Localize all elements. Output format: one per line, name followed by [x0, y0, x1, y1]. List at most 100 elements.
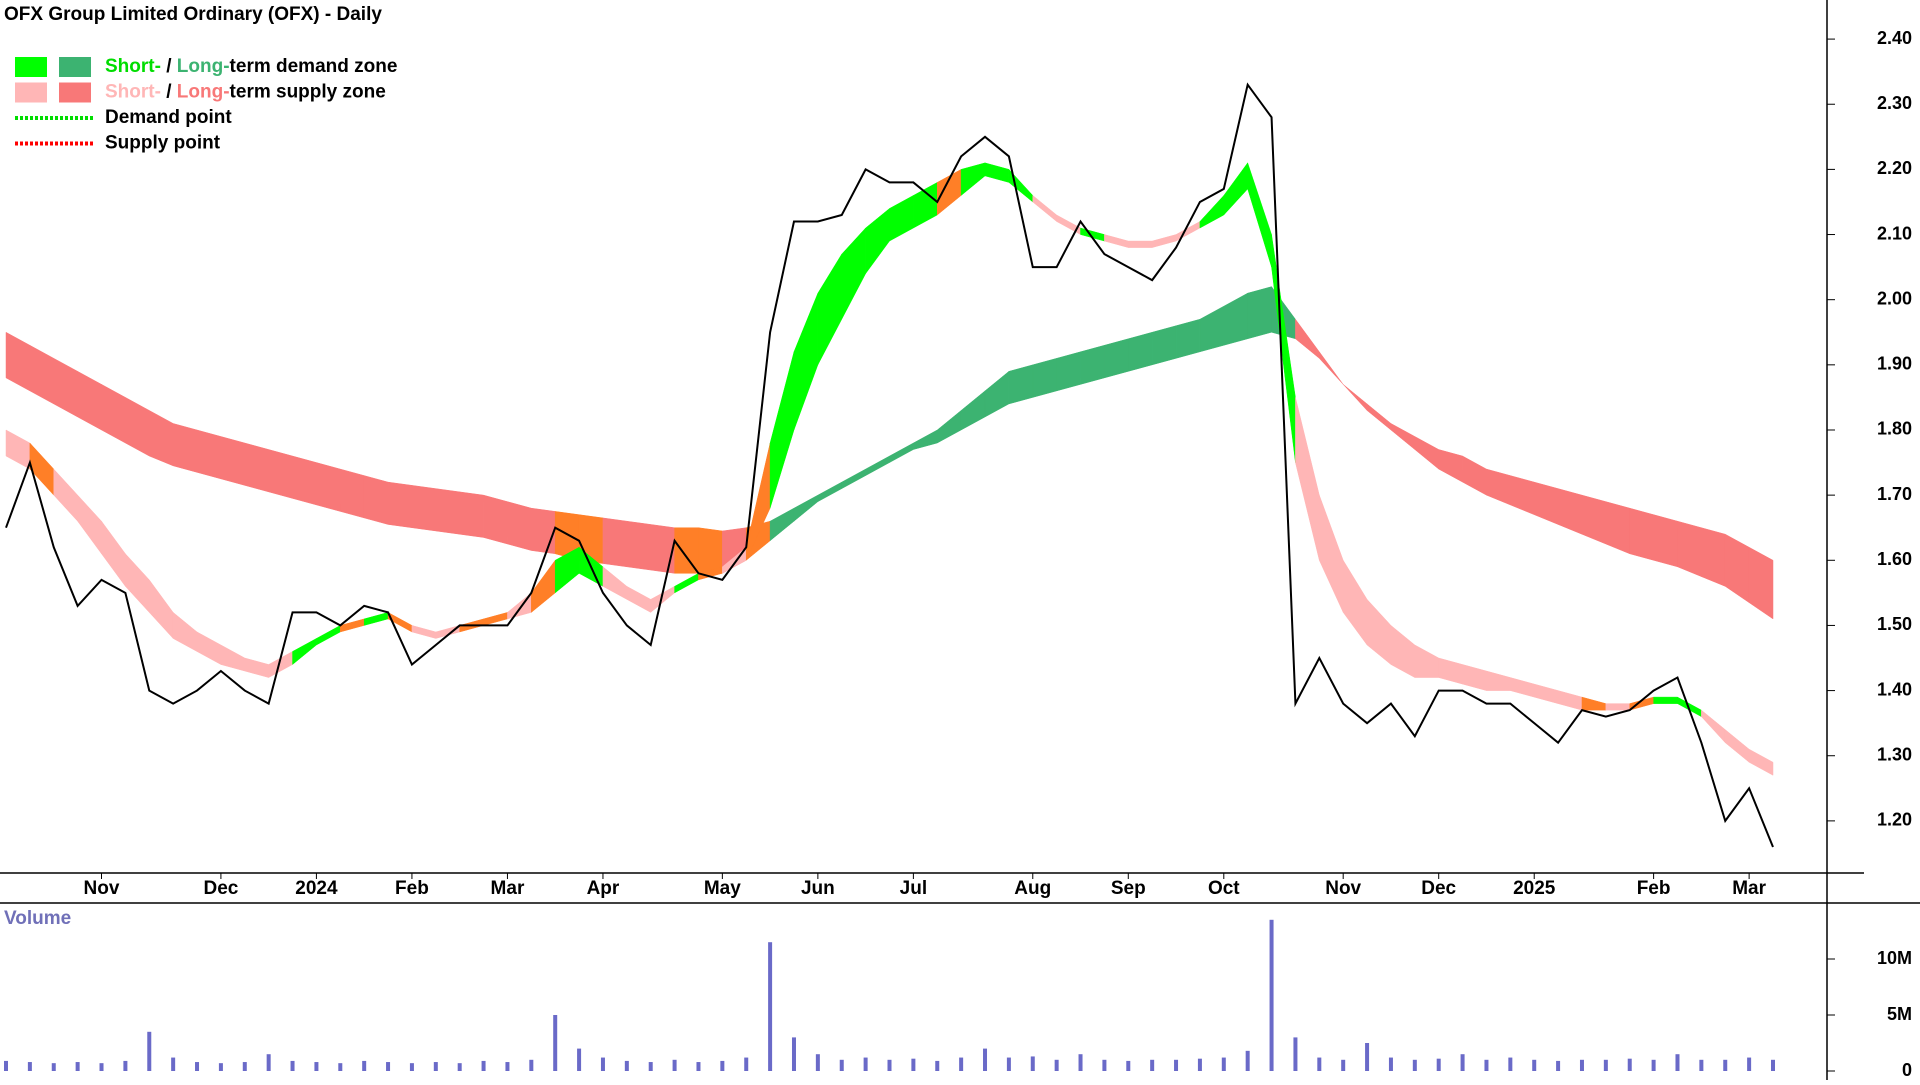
- volume-bar: [672, 1059, 677, 1071]
- long-zone-segment: [1748, 546, 1774, 620]
- long-zone-segment: [340, 468, 365, 519]
- volume-bar: [1627, 1058, 1632, 1071]
- legend-text: term supply zone: [230, 82, 386, 103]
- volume-bar: [433, 1062, 438, 1071]
- legend-text: Long-: [177, 56, 230, 77]
- long-zone-segment: [363, 475, 389, 525]
- volume-bar: [1174, 1059, 1179, 1071]
- volume-bar: [123, 1060, 128, 1071]
- zones: [5, 162, 1774, 776]
- volume-bar: [1771, 1059, 1775, 1071]
- legend-text: Demand point: [105, 107, 232, 128]
- volume-bar: [744, 1057, 749, 1071]
- long-zone-segment: [531, 507, 556, 555]
- long-zone-segment: [172, 423, 198, 473]
- volume-bar: [624, 1060, 629, 1071]
- long-zone-segment: [435, 488, 460, 535]
- volume-bar: [553, 1015, 558, 1071]
- volume-bar: [171, 1057, 176, 1071]
- long-zone-segment: [1128, 331, 1153, 372]
- volume-bar: [577, 1048, 582, 1071]
- legend-swatch: [59, 57, 91, 77]
- volume-bar: [696, 1062, 701, 1071]
- volume-bar: [195, 1062, 200, 1071]
- legend-label: Short- / Long-term demand zone: [105, 56, 397, 77]
- long-zone-segment: [483, 494, 508, 545]
- volume-bar: [935, 1060, 940, 1071]
- volume-bar: [386, 1062, 391, 1071]
- legend-swatch: [15, 57, 47, 77]
- volume-bar: [529, 1059, 534, 1071]
- volume-bar: [887, 1059, 892, 1071]
- long-zone-segment: [316, 462, 341, 512]
- volume-bar: [720, 1060, 725, 1071]
- x-tick-label: Feb: [1637, 878, 1671, 899]
- long-zone-segment: [1319, 351, 1344, 385]
- volume-bar: [1508, 1057, 1513, 1071]
- long-zone-segment: [1629, 507, 1654, 561]
- x-tick-label: Feb: [395, 878, 429, 899]
- long-zone-segment: [698, 527, 723, 574]
- volume-bar: [863, 1057, 868, 1071]
- long-zone-segment: [674, 527, 699, 574]
- price-line: [5, 82, 1774, 848]
- long-zone-segment: [220, 436, 246, 486]
- x-tick-label: 2024: [295, 878, 338, 899]
- long-zone-segment: [1056, 351, 1081, 392]
- volume-bar: [1436, 1058, 1441, 1071]
- x-tick-label: Aug: [1014, 878, 1051, 899]
- short-zone-segment: [1605, 703, 1630, 711]
- x-tick-label: Nov: [84, 878, 120, 899]
- volume-bar: [362, 1060, 367, 1071]
- long-zone-segment: [292, 455, 317, 506]
- long-zone-segment: [1151, 325, 1177, 366]
- y-tick-label: 2.20: [1877, 158, 1912, 178]
- volume-bar: [505, 1062, 510, 1071]
- x-tick-label: Dec: [203, 878, 238, 899]
- legend-label: Demand point: [105, 107, 232, 128]
- long-zone-segment: [1104, 338, 1129, 379]
- volume-bar: [1532, 1059, 1537, 1071]
- legend-text: term demand zone: [230, 56, 398, 77]
- x-tick-label: Mar: [1732, 878, 1766, 899]
- long-zone-segment: [1080, 344, 1105, 385]
- volume-bar: [1579, 1059, 1584, 1071]
- long-zone-segment: [626, 520, 651, 571]
- y-tick-label: 10M: [1877, 948, 1912, 968]
- volume-bar: [648, 1062, 653, 1071]
- volume-bar: [1221, 1057, 1226, 1071]
- volume-bar: [290, 1060, 295, 1071]
- legend-swatch: [15, 82, 47, 103]
- x-tick-label: Apr: [587, 878, 620, 899]
- volume-bar: [1126, 1060, 1131, 1071]
- volume-bar: [983, 1048, 988, 1071]
- x-tick-label: 2025: [1513, 878, 1556, 899]
- long-zone-segment: [507, 501, 532, 551]
- volume-bar: [481, 1060, 486, 1071]
- legend-text: Supply point: [105, 133, 221, 154]
- short-zone-segment: [1128, 240, 1153, 248]
- volume-bar: [600, 1057, 605, 1071]
- volume-bar: [959, 1057, 964, 1071]
- volume-bar: [1078, 1054, 1083, 1071]
- volume-bar: [147, 1031, 152, 1071]
- volume-bar: [1245, 1050, 1250, 1071]
- volume-bar: [1293, 1037, 1298, 1071]
- volume-bar: [99, 1063, 104, 1071]
- volume-bar: [1747, 1057, 1752, 1071]
- x-tick-label: Oct: [1208, 878, 1240, 899]
- long-zone-segment: [1032, 357, 1057, 398]
- y-tick-label: 1.30: [1877, 744, 1912, 764]
- volume-bar: [1102, 1059, 1107, 1071]
- long-zone-segment: [268, 449, 293, 499]
- long-zone-segment: [1175, 318, 1201, 359]
- y-tick-label: 1.70: [1877, 484, 1912, 504]
- y-tick-label: 2.10: [1877, 223, 1912, 243]
- legend-text: Short-: [105, 82, 161, 103]
- long-zone-segment: [244, 442, 269, 493]
- legend-swatch: [59, 82, 91, 103]
- volume-bar: [815, 1054, 820, 1071]
- y-tick-label: 1.40: [1877, 679, 1912, 699]
- legend-label: Supply point: [105, 133, 221, 154]
